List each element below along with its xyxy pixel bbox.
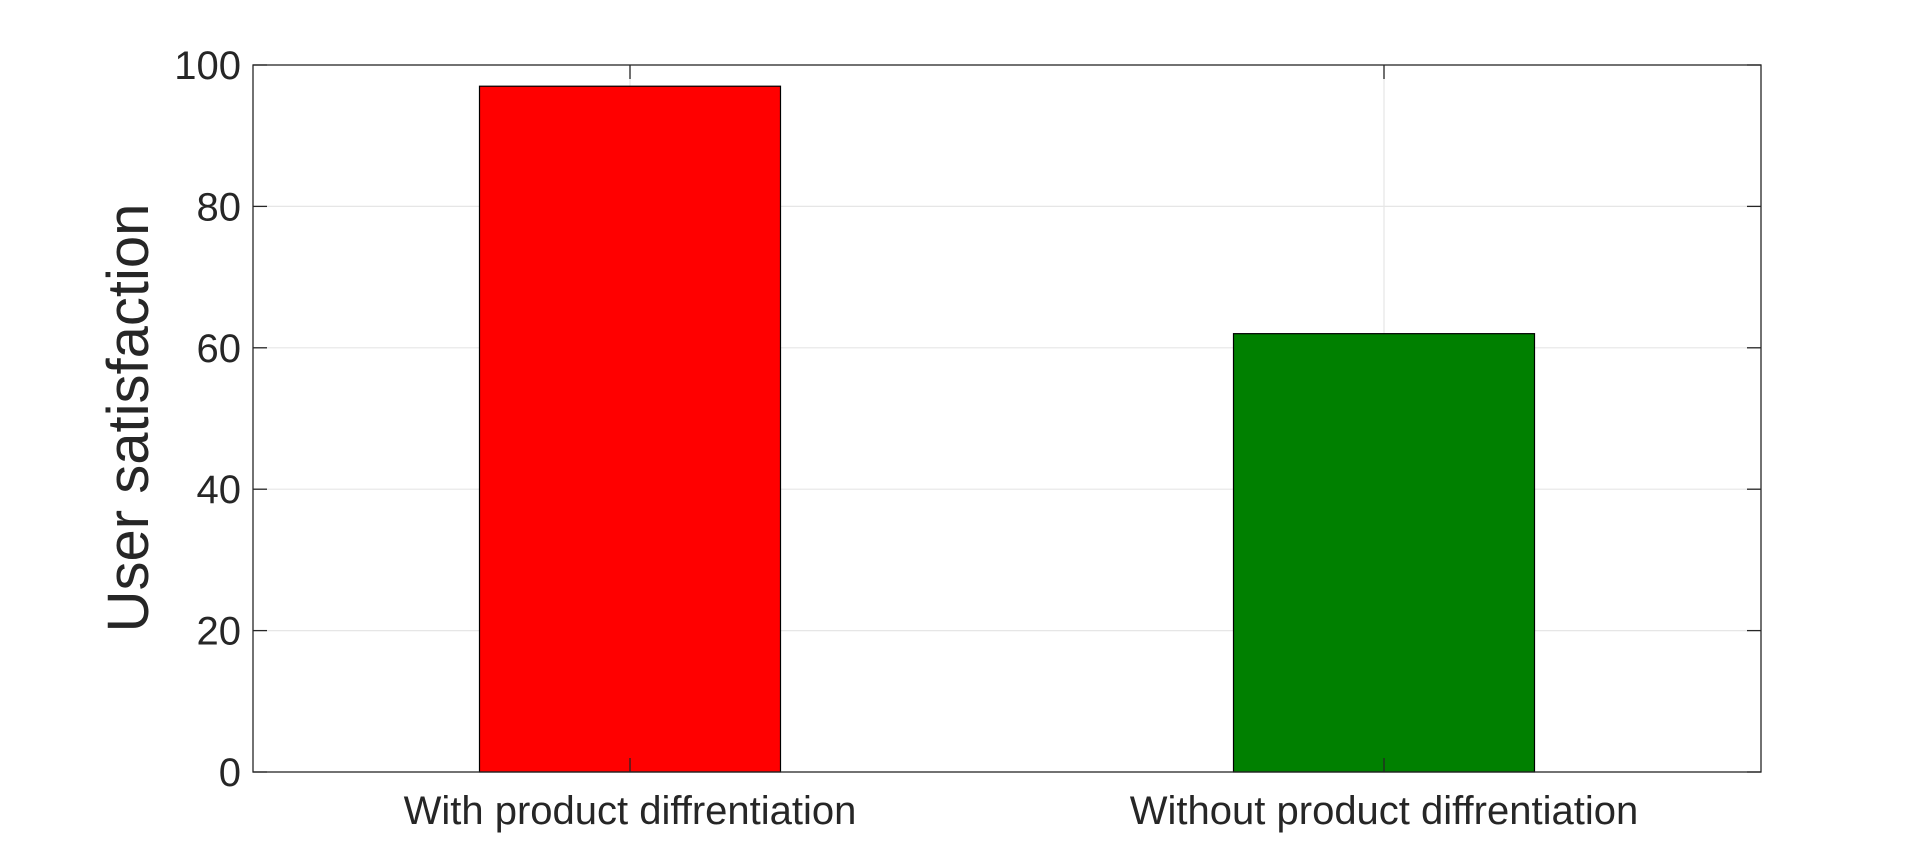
- y-tick-label: 40: [197, 468, 242, 512]
- x-category-label: Without product diffrentiation: [1130, 789, 1638, 833]
- y-tick-label: 100: [174, 44, 241, 88]
- y-tick-label: 0: [219, 751, 241, 795]
- tick-labels: 0 20 40 60 80 100 With product diffrentiation W…: [174, 44, 1638, 833]
- x-category-label: With product diffrentiation: [404, 789, 857, 833]
- y-tick-label: 60: [197, 327, 242, 371]
- y-axis-label: User satisfaction: [96, 204, 161, 633]
- y-tick-label: 20: [197, 610, 242, 654]
- plot-area-frame: [252, 64, 1762, 773]
- bar-1: [478, 85, 782, 773]
- y-tick-label: 80: [197, 185, 242, 229]
- bar-2: [1232, 333, 1536, 773]
- bars: [478, 85, 1536, 773]
- axis-ticks: [253, 64, 1761, 773]
